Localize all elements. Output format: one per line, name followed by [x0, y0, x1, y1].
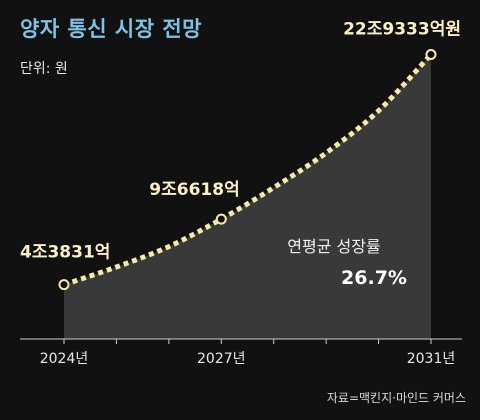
data-label-2024: 4조3831억 — [20, 243, 110, 263]
data-point-2024 — [58, 279, 70, 291]
cagr-label: 연평균 성장률 — [287, 237, 380, 256]
area-fill — [64, 54, 431, 340]
unit-label: 단위: 원 — [20, 61, 68, 77]
data-point-2031 — [425, 48, 437, 60]
x-tick-label-2031: 2031년 — [407, 351, 456, 367]
data-label-2031: 22조9333억원 — [343, 19, 461, 39]
cagr-value: 26.7% — [341, 267, 407, 289]
chart-title: 양자 통신 시장 전망 — [20, 17, 202, 41]
x-tick-label-2024: 2024년 — [40, 351, 89, 367]
data-point-2027 — [215, 213, 227, 225]
data-label-2027: 9조6618억 — [149, 180, 239, 200]
x-tick-label-2027: 2027년 — [197, 351, 246, 367]
source-credit: 자료=맥킨지·마인드 커머스 — [326, 391, 466, 405]
series-line — [63, 52, 433, 287]
